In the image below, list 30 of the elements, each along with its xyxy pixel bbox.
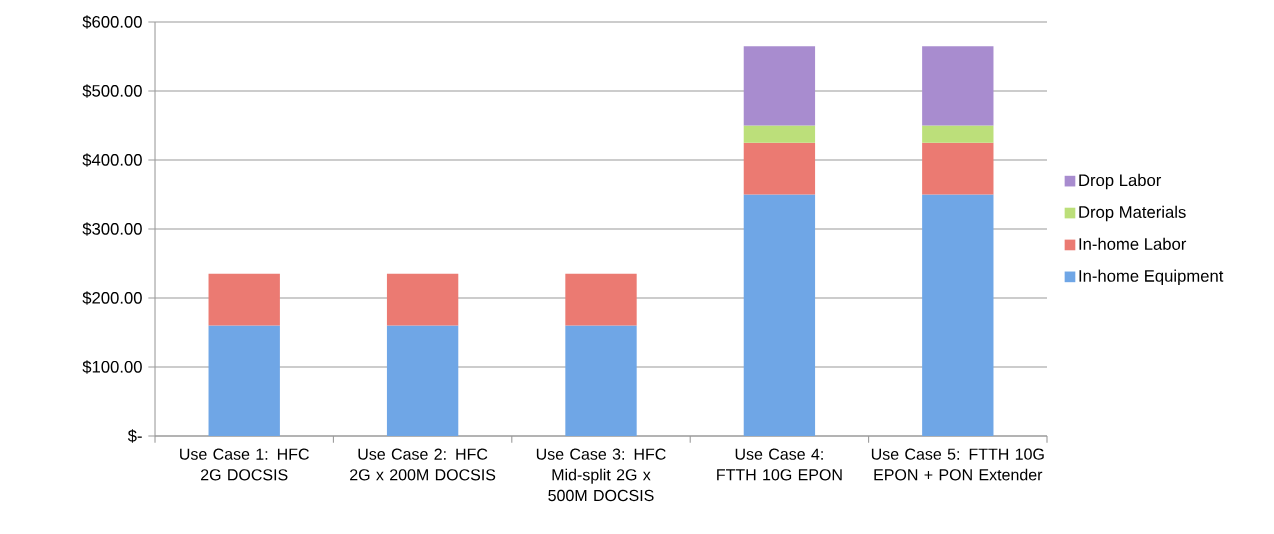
x-tick-label: Use Case 3: HFC Mid-split 2G x 500M DOCSIS	[536, 448, 666, 502]
bar	[922, 46, 994, 126]
y-tick-label: $100.00	[82, 360, 142, 374]
bar	[743, 46, 816, 126]
bar	[208, 325, 280, 436]
bar	[922, 142, 994, 195]
y-tick-label: $400.00	[82, 153, 142, 167]
legend-label: Drop Labor	[1079, 173, 1162, 190]
legend-label: In-home Equipment	[1079, 269, 1224, 286]
y-tick-label: $500.00	[82, 84, 142, 98]
bar	[743, 194, 816, 436]
bar	[922, 194, 994, 436]
bar	[565, 325, 637, 436]
y-tick-label: $600.00	[82, 15, 142, 29]
x-tick-label: Use Case 5: FTTH 10G EPON + PON Extender	[871, 448, 1044, 481]
x-tick-label: Use Case 1: HFC 2G DOCSIS	[180, 448, 309, 481]
legend-label: Drop Materials	[1079, 205, 1186, 222]
x-tick-label: Use Case 2: HFC 2G x 200M DOCSIS	[350, 448, 496, 481]
bar	[208, 273, 280, 326]
bar	[565, 273, 637, 326]
y-tick-label: $300.00	[82, 222, 142, 236]
bar	[386, 273, 459, 326]
legend-label: In-home Labor	[1079, 237, 1187, 250]
bar	[922, 125, 994, 143]
bar	[743, 142, 816, 195]
x-tick-label: Use Case 4: FTTH 10G EPON	[717, 448, 842, 481]
bar	[386, 325, 459, 436]
y-tick-label: $-	[127, 429, 142, 443]
y-tick-label: $200.00	[82, 291, 142, 305]
bar	[743, 125, 816, 143]
